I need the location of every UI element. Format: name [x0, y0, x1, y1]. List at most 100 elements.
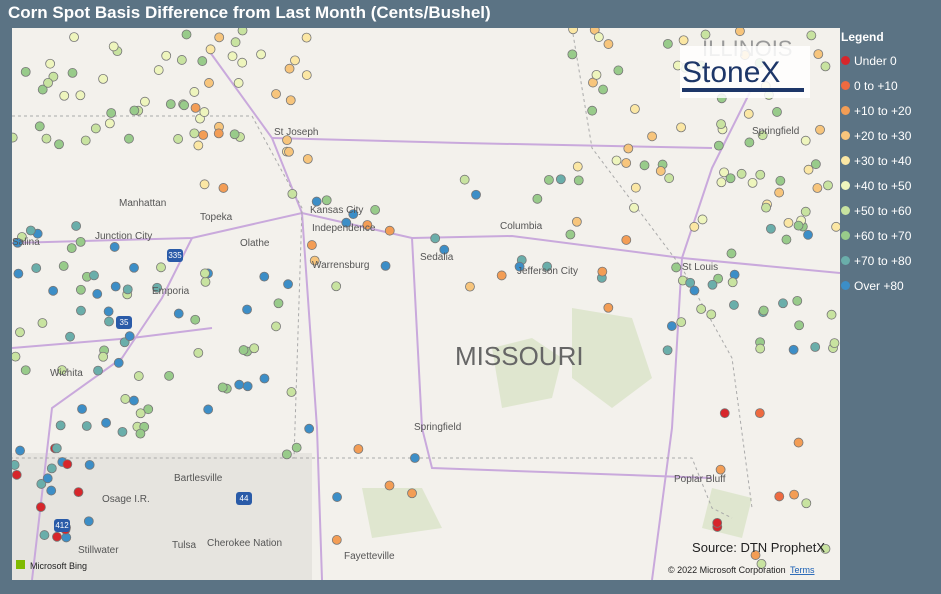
dot — [597, 266, 608, 277]
dot — [676, 317, 687, 328]
labels: St Joseph Manhattan Topeka Kansas City Indep… — [12, 36, 799, 562]
dot — [217, 382, 228, 393]
shield — [116, 316, 132, 329]
dot — [789, 489, 800, 500]
dot — [35, 502, 46, 512]
dot — [810, 159, 821, 170]
dot — [200, 268, 210, 279]
dot — [613, 65, 624, 76]
dot — [73, 487, 84, 498]
legend-swatch — [841, 256, 850, 265]
dot — [71, 221, 82, 231]
dot — [90, 123, 101, 134]
shield — [167, 249, 183, 262]
dot — [214, 32, 225, 43]
dot — [55, 420, 66, 431]
map-label: Tulsa — [172, 540, 197, 551]
dot — [135, 408, 146, 419]
legend-item: 0 to +10 — [841, 73, 911, 98]
dot — [57, 365, 67, 376]
dot — [173, 134, 184, 144]
dot — [34, 121, 45, 132]
map-label: Bartlesville — [174, 473, 223, 484]
legend-swatch — [841, 131, 850, 140]
dot — [756, 558, 767, 569]
dot — [75, 236, 86, 247]
dot — [129, 262, 139, 273]
dot — [31, 263, 42, 273]
dot — [775, 175, 786, 186]
dot — [135, 428, 146, 439]
dot — [823, 180, 833, 191]
map-label: Salina — [12, 237, 40, 248]
map-label: St Joseph — [274, 127, 318, 138]
dot — [772, 107, 782, 117]
legend-swatch — [841, 81, 850, 90]
dot — [514, 261, 525, 272]
legend-title: Legend — [841, 30, 884, 44]
dot — [384, 225, 395, 236]
dot — [362, 220, 373, 230]
dot — [603, 302, 614, 313]
dots — [12, 28, 840, 569]
dot — [439, 244, 450, 255]
dot — [51, 443, 62, 454]
dot — [685, 277, 696, 288]
dot — [124, 133, 134, 144]
dot — [331, 281, 342, 292]
dot — [598, 84, 608, 95]
dot — [77, 404, 87, 414]
dot — [725, 173, 736, 184]
dot — [15, 445, 25, 456]
dot — [200, 277, 211, 287]
dot — [83, 516, 94, 527]
dot — [199, 107, 210, 117]
dot — [12, 237, 23, 248]
dot — [666, 321, 677, 331]
map-label: Jefferson City — [517, 266, 578, 277]
dot — [285, 95, 296, 106]
dot — [430, 233, 441, 244]
dot — [465, 281, 475, 292]
dot — [565, 229, 576, 240]
dot — [331, 535, 342, 545]
dot — [213, 128, 224, 139]
dot — [54, 139, 64, 150]
dot — [46, 463, 57, 474]
dot — [76, 305, 86, 316]
dot — [218, 183, 229, 193]
dot — [800, 206, 811, 217]
dot — [826, 309, 837, 320]
dot — [156, 262, 166, 273]
dot — [671, 262, 682, 273]
dot — [689, 285, 700, 296]
dot — [794, 320, 805, 331]
dot — [735, 28, 745, 37]
dot — [689, 221, 700, 232]
shield-label: 35 — [120, 318, 129, 327]
legend-label: +50 to +60 — [854, 203, 912, 218]
shield-label: 335 — [168, 251, 182, 260]
map-label: Fayetteville — [344, 551, 395, 562]
terms[interactable]: Terms — [790, 565, 815, 575]
dot — [284, 146, 294, 157]
legend-item: +70 to +80 — [841, 248, 911, 273]
dot — [81, 421, 92, 431]
dot — [129, 105, 140, 116]
legend-label: +40 to +50 — [854, 178, 912, 193]
legend-item: +40 to +50 — [841, 173, 911, 198]
dot — [774, 187, 785, 198]
dot — [555, 174, 566, 185]
legend: Legend Under 0 0 to +10 +10 to +20 +20 to +3… — [841, 30, 911, 298]
dot — [12, 351, 21, 362]
dot — [304, 423, 315, 434]
dot — [43, 77, 53, 88]
dot — [662, 345, 673, 356]
logo-bar — [682, 88, 804, 92]
dot — [778, 298, 788, 309]
dot — [755, 169, 766, 180]
dot — [65, 331, 75, 342]
dot — [623, 143, 634, 154]
dot — [205, 44, 216, 55]
dot — [747, 177, 758, 188]
